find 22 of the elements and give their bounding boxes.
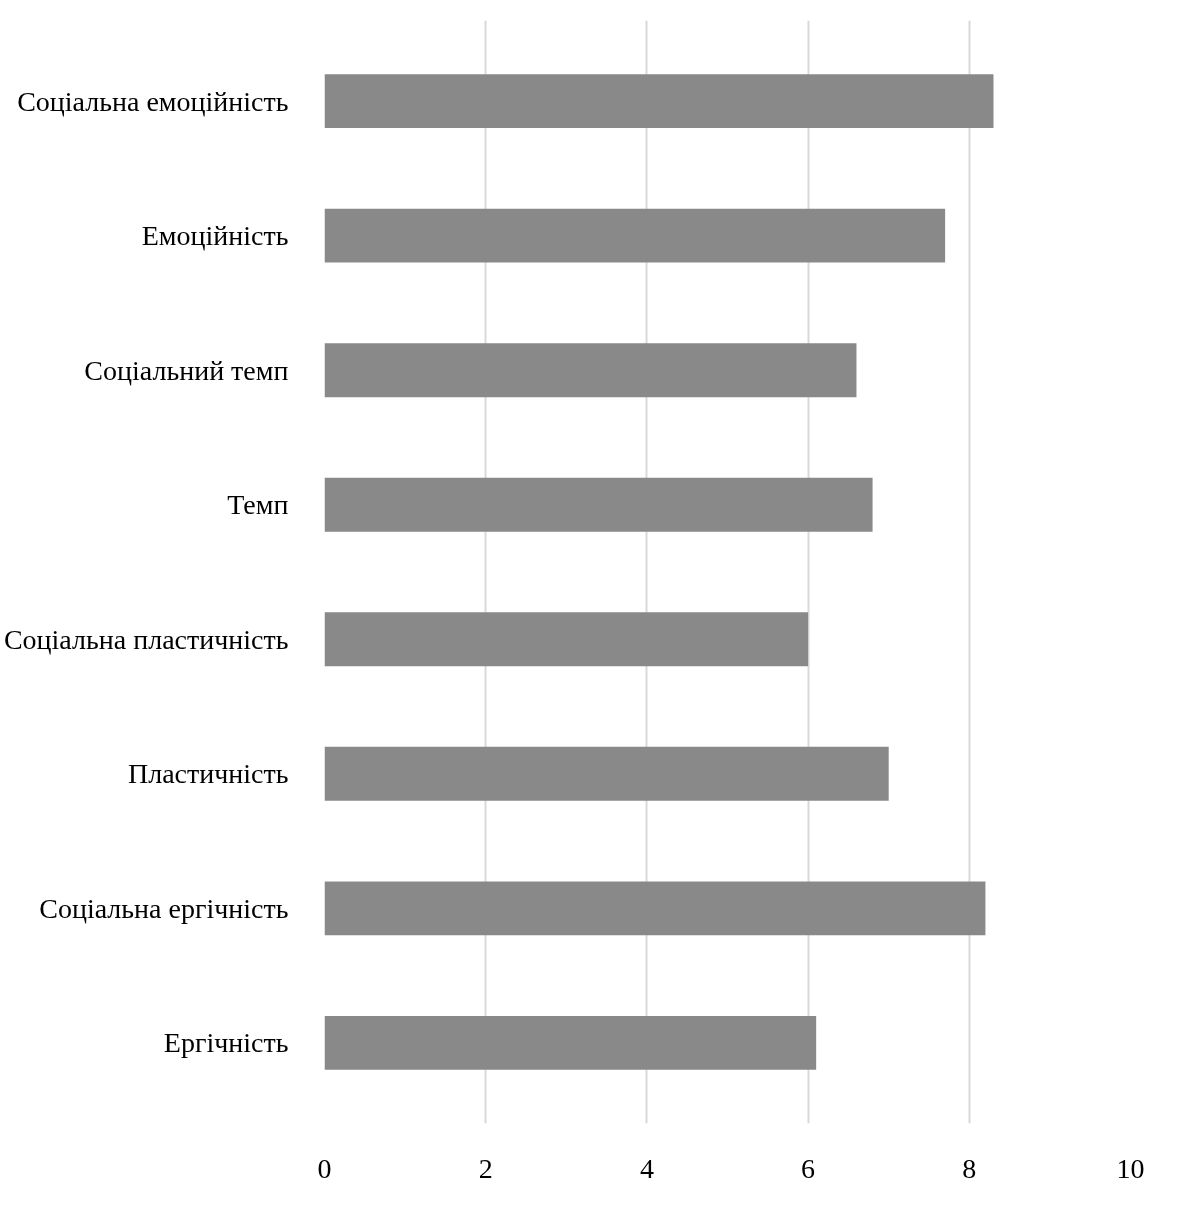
bar: [324, 612, 809, 667]
x-tick-label: 0: [317, 1152, 332, 1184]
x-tick-label: 2: [478, 1152, 493, 1184]
x-tick-label: 6: [801, 1152, 816, 1184]
y-tick-label: Емоційність: [141, 220, 289, 252]
bar: [324, 208, 946, 263]
x-tick-label: 4: [639, 1152, 654, 1184]
bar: [324, 746, 889, 801]
bar: [324, 74, 994, 129]
bar: [324, 881, 986, 936]
x-tick-label: 8: [962, 1152, 977, 1184]
bar: [324, 1015, 817, 1070]
y-tick-label: Пластичність: [127, 758, 289, 790]
y-tick-label: Соціальна емоційність: [17, 85, 289, 117]
x-tick-label: 10: [1116, 1152, 1145, 1184]
y-tick-label: Темп: [227, 489, 289, 521]
bar: [324, 343, 857, 398]
y-tick-label: Соціальна ергічність: [39, 892, 289, 924]
y-tick-label: Ергічність: [163, 1027, 289, 1059]
y-tick-label: Соціальна пластичність: [3, 623, 289, 655]
y-tick-label: Соціальний темп: [84, 354, 289, 386]
bar: [324, 477, 873, 532]
